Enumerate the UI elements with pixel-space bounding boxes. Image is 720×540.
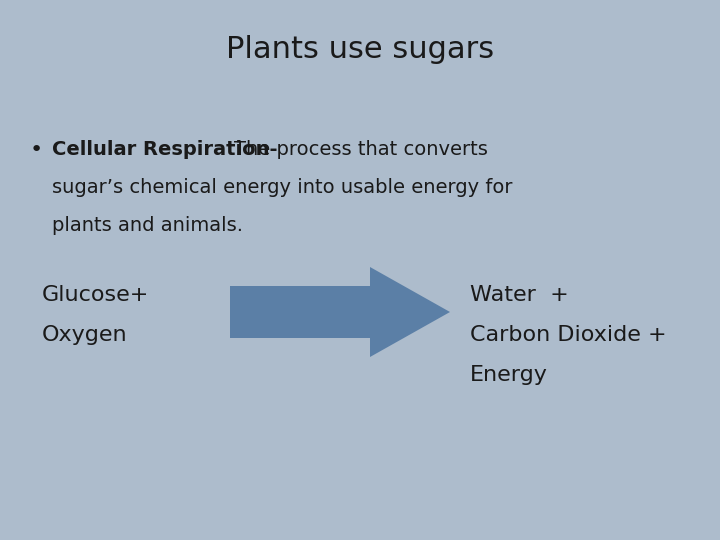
Polygon shape xyxy=(230,267,450,357)
Text: Energy: Energy xyxy=(470,365,548,385)
Text: sugar’s chemical energy into usable energy for: sugar’s chemical energy into usable ener… xyxy=(52,178,513,197)
Text: •: • xyxy=(30,140,43,160)
Text: Cellular Respiration-: Cellular Respiration- xyxy=(52,140,277,159)
Text: Oxygen: Oxygen xyxy=(42,325,127,345)
Text: The process that converts: The process that converts xyxy=(234,140,488,159)
Text: plants and animals.: plants and animals. xyxy=(52,216,243,235)
Text: Water  +: Water + xyxy=(470,285,569,305)
Text: Glucose+: Glucose+ xyxy=(42,285,149,305)
Text: Plants use sugars: Plants use sugars xyxy=(226,35,494,64)
Text: Carbon Dioxide +: Carbon Dioxide + xyxy=(470,325,667,345)
